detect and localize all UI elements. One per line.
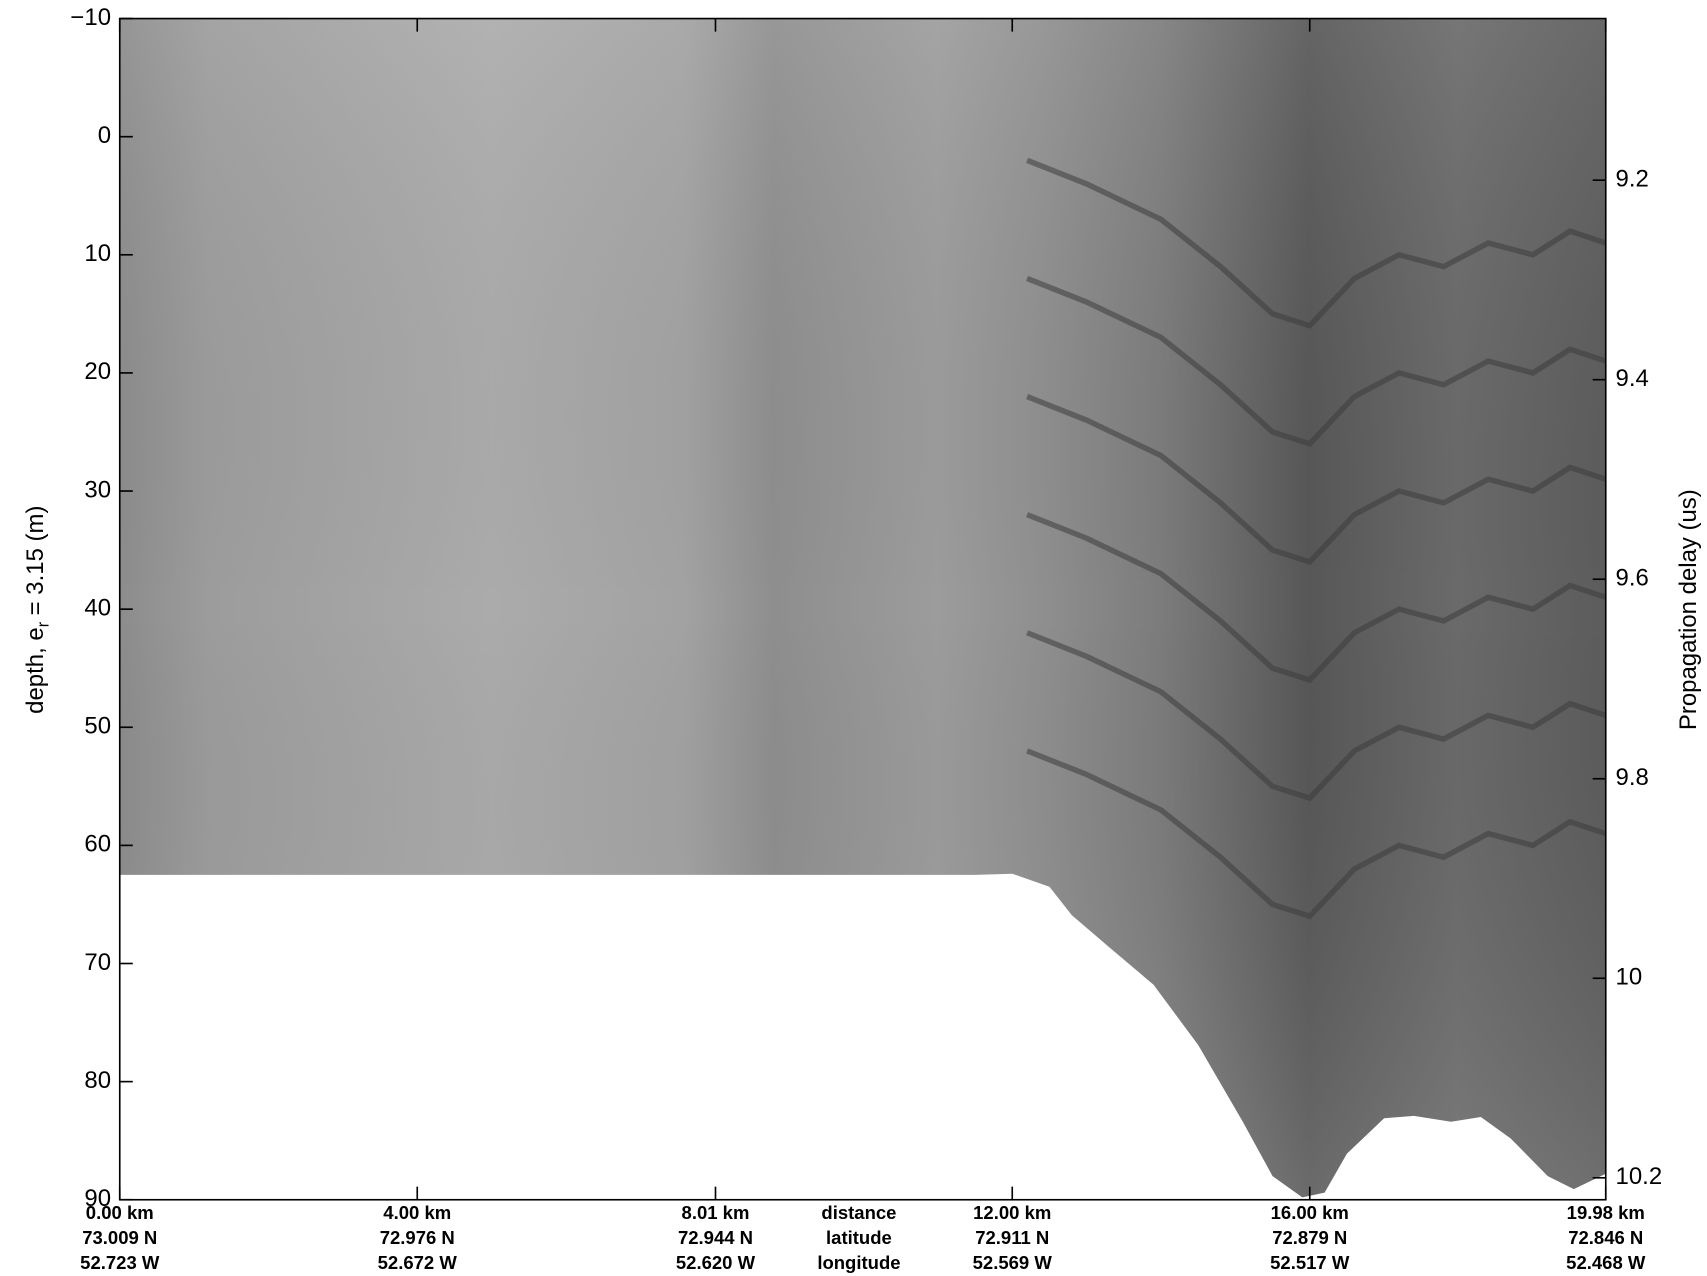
internal-layer xyxy=(1026,630,1607,802)
y-tick-label: 30 xyxy=(84,476,111,503)
internal-layer xyxy=(1026,512,1607,684)
y-tick-label: 60 xyxy=(84,831,111,858)
longitude-label: 52.723 W xyxy=(80,1252,160,1273)
y-tick-label: 40 xyxy=(84,594,111,621)
longitude-label: 52.468 W xyxy=(1566,1252,1646,1273)
x-tick-label: 0.00 km xyxy=(86,1202,154,1223)
latitude-label: 72.944 N xyxy=(678,1227,753,1248)
internal-layer xyxy=(1026,394,1607,566)
longitude-label: 52.517 W xyxy=(1270,1252,1350,1273)
internal-layer xyxy=(1026,748,1607,920)
latitude-label: 72.879 N xyxy=(1272,1227,1347,1248)
internal-layer xyxy=(1026,157,1607,329)
x-axis-label: distance xyxy=(821,1202,896,1223)
y-label-subscript: r xyxy=(35,621,53,627)
y-tick-label: 70 xyxy=(84,949,111,976)
x-tick-label: 16.00 km xyxy=(1271,1202,1349,1223)
internal-layer xyxy=(1026,275,1607,447)
x-tick-label: 19.98 km xyxy=(1567,1202,1645,1223)
y-tick-label: 10 xyxy=(84,240,111,267)
y2-tick-label: 9.4 xyxy=(1616,365,1649,392)
longitude-label: 52.569 W xyxy=(973,1252,1053,1273)
y-tick-label: 90 xyxy=(84,1185,111,1212)
y2-tick-label: 9.8 xyxy=(1616,764,1649,791)
x-axis-label: longitude xyxy=(817,1252,900,1273)
y2-axis-label: Propagation delay (us) xyxy=(1675,489,1702,730)
latitude-label: 73.009 N xyxy=(82,1227,157,1248)
y-tick-label: 0 xyxy=(98,122,111,149)
latitude-label: 72.846 N xyxy=(1568,1227,1643,1248)
y2-tick-label: 10 xyxy=(1616,964,1643,991)
y-tick-label: 80 xyxy=(84,1067,111,1094)
x-tick-label: 12.00 km xyxy=(973,1202,1051,1223)
x-axis-label: latitude xyxy=(826,1227,892,1248)
y-axis-label: depth, er = 3.15 (m) xyxy=(22,506,53,714)
longitude-label: 52.620 W xyxy=(676,1252,756,1273)
y2-tick-label: 10.2 xyxy=(1616,1163,1663,1190)
latitude-label: 72.976 N xyxy=(380,1227,455,1248)
bed-area xyxy=(119,873,1606,1200)
latitude-label: 72.911 N xyxy=(975,1227,1049,1248)
x-tick-label: 4.00 km xyxy=(383,1202,451,1223)
y-tick-label: 20 xyxy=(84,358,111,385)
y-label-part: = 3.15 (m) xyxy=(22,506,49,616)
y2-tick-label: 9.2 xyxy=(1616,166,1649,193)
longitude-label: 52.672 W xyxy=(378,1252,458,1273)
y2-tick-label: 9.6 xyxy=(1616,565,1649,592)
y-tick-label: −10 xyxy=(70,4,111,31)
y-tick-label: 50 xyxy=(84,713,111,740)
x-tick-label: 8.01 km xyxy=(682,1202,750,1223)
y-label-part: depth, e xyxy=(22,627,49,714)
